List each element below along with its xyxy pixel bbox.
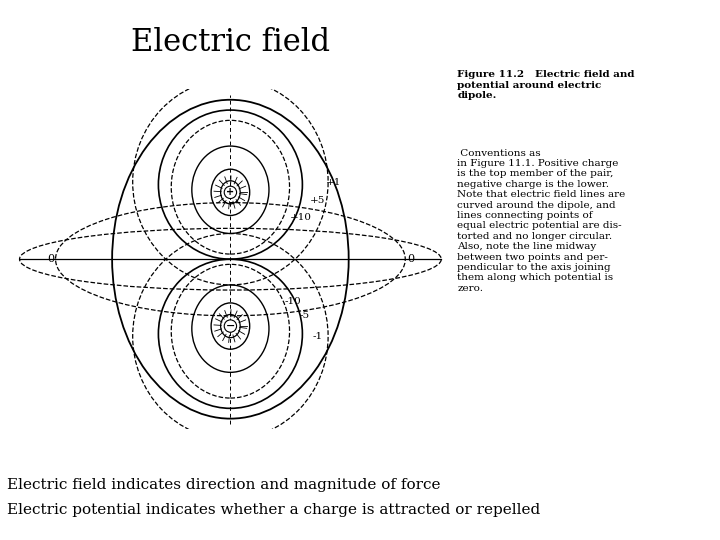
Text: 0: 0 (407, 254, 414, 264)
Text: Electric field indicates direction and magnitude of force: Electric field indicates direction and m… (7, 478, 441, 492)
Text: -5: -5 (300, 311, 310, 320)
Circle shape (224, 186, 237, 199)
Text: 0: 0 (47, 254, 54, 264)
Text: +10: +10 (289, 213, 312, 221)
Text: -10: -10 (284, 297, 301, 306)
Text: +1: +1 (325, 178, 341, 186)
Text: +5: +5 (310, 195, 325, 205)
Text: -1: -1 (312, 332, 323, 341)
Text: Electric field: Electric field (131, 27, 330, 58)
Text: Conventions as
in Figure 11.1. Positive charge
is the top member of the pair,
ne: Conventions as in Figure 11.1. Positive … (457, 148, 626, 293)
Text: Figure 11.2   Electric field and
potential around electric
dipole.: Figure 11.2 Electric field and potential… (457, 70, 635, 100)
Text: Electric potential indicates whether a charge is attracted or repelled: Electric potential indicates whether a c… (7, 503, 541, 517)
Text: +: + (226, 187, 235, 197)
Text: −: − (225, 321, 235, 331)
Circle shape (224, 320, 237, 332)
